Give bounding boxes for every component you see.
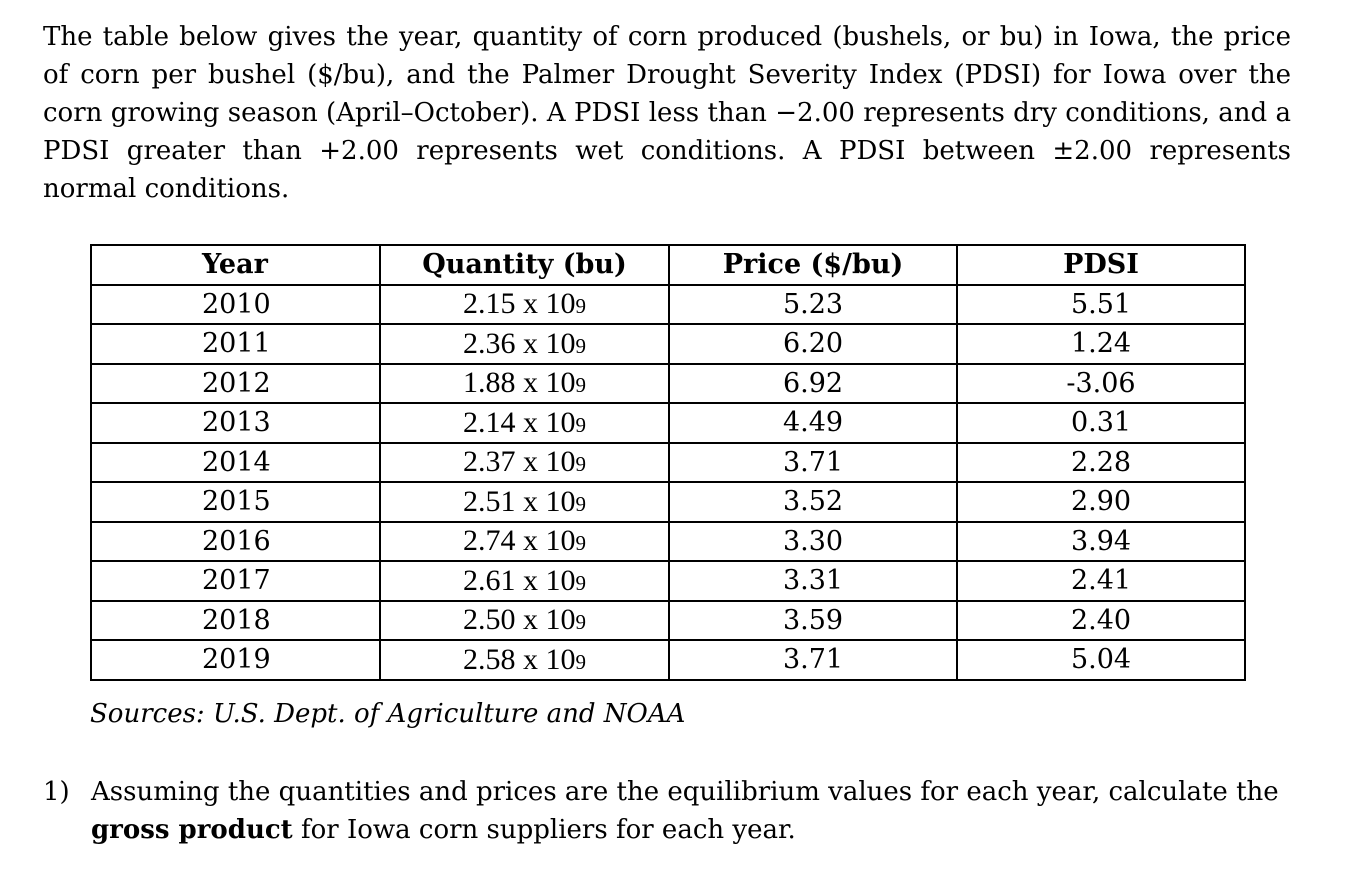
pdsi-cell: 5.04	[956, 639, 1246, 681]
quantity-exponent: 9	[575, 531, 587, 556]
quantity-mantissa: 2.14 x 10	[463, 405, 576, 439]
table-row: 2013 2.14 x 109 4.49 0.31	[90, 402, 1246, 444]
year-cell: 2017	[90, 560, 381, 602]
price-cell: 3.31	[668, 560, 958, 602]
quantity-cell: 2.51 x 109	[379, 481, 670, 523]
year-cell: 2015	[90, 481, 381, 523]
header-quantity: Quantity (bu)	[379, 244, 670, 286]
question-text-after: for Iowa corn suppliers for each year.	[292, 815, 796, 845]
quantity-mantissa: 2.37 x 10	[463, 445, 576, 479]
price-cell: 3.71	[668, 441, 958, 483]
pdsi-cell: 2.90	[956, 481, 1246, 523]
year-cell: 2013	[90, 402, 381, 444]
header-year: Year	[90, 244, 381, 286]
quantity-cell: 2.50 x 109	[379, 599, 670, 641]
year-cell: 2018	[90, 599, 381, 641]
quantity-mantissa: 2.61 x 10	[463, 563, 576, 597]
question-1: 1) Assuming the quantities and prices ar…	[43, 773, 1293, 849]
quantity-mantissa: 2.58 x 10	[463, 642, 576, 676]
question-number: 1)	[43, 777, 70, 807]
pdsi-cell: 3.94	[956, 520, 1246, 562]
quantity-cell: 2.58 x 109	[379, 639, 670, 681]
quantity-exponent: 9	[575, 373, 587, 398]
quantity-exponent: 9	[575, 491, 587, 516]
table-row: 2014 2.37 x 109 3.71 2.28	[90, 441, 1246, 483]
pdsi-cell: 5.51	[956, 283, 1246, 325]
pdsi-cell: 2.41	[956, 560, 1246, 602]
quantity-exponent: 9	[575, 452, 587, 477]
price-cell: 3.52	[668, 481, 958, 523]
question-bold-term: gross product	[91, 815, 293, 845]
sources-note: Sources: U.S. Dept. of Agriculture and N…	[90, 699, 686, 729]
table-row: 2011 2.36 x 109 6.20 1.24	[90, 323, 1246, 365]
table-header-row: Year Quantity (bu) Price ($/bu) PDSI	[90, 244, 1246, 286]
quantity-cell: 2.74 x 109	[379, 520, 670, 562]
year-cell: 2011	[90, 323, 381, 365]
year-cell: 2012	[90, 362, 381, 404]
quantity-cell: 1.88 x 109	[379, 362, 670, 404]
pdsi-cell: 1.24	[956, 323, 1246, 365]
price-cell: 6.20	[668, 323, 958, 365]
year-cell: 2019	[90, 639, 381, 681]
quantity-mantissa: 2.50 x 10	[463, 603, 576, 637]
quantity-mantissa: 2.51 x 10	[463, 484, 576, 518]
pdsi-cell: 2.28	[956, 441, 1246, 483]
header-price: Price ($/bu)	[668, 244, 958, 286]
pdsi-cell: 2.40	[956, 599, 1246, 641]
quantity-mantissa: 1.88 x 10	[463, 366, 576, 400]
quantity-mantissa: 2.74 x 10	[463, 524, 576, 558]
quantity-exponent: 9	[575, 570, 587, 595]
pdsi-cell: 0.31	[956, 402, 1246, 444]
quantity-exponent: 9	[575, 649, 587, 674]
price-cell: 4.49	[668, 402, 958, 444]
price-cell: 5.23	[668, 283, 958, 325]
quantity-cell: 2.15 x 109	[379, 283, 670, 325]
header-pdsi: PDSI	[956, 244, 1246, 286]
intro-paragraph: The table below gives the year, quantity…	[43, 22, 1291, 204]
table-row: 2017 2.61 x 109 3.31 2.41	[90, 560, 1246, 602]
corn-data-table: Year Quantity (bu) Price ($/bu) PDSI 201…	[90, 244, 1246, 681]
quantity-exponent: 9	[575, 294, 587, 319]
price-cell: 3.71	[668, 639, 958, 681]
price-cell: 3.30	[668, 520, 958, 562]
year-cell: 2016	[90, 520, 381, 562]
quantity-mantissa: 2.15 x 10	[463, 287, 576, 321]
table-row: 2018 2.50 x 109 3.59 2.40	[90, 599, 1246, 641]
quantity-cell: 2.61 x 109	[379, 560, 670, 602]
price-cell: 3.59	[668, 599, 958, 641]
quantity-exponent: 9	[575, 333, 587, 358]
quantity-exponent: 9	[575, 412, 587, 437]
pdsi-cell: -3.06	[956, 362, 1246, 404]
table-row: 2010 2.15 x 109 5.23 5.51	[90, 283, 1246, 325]
quantity-cell: 2.14 x 109	[379, 402, 670, 444]
year-cell: 2010	[90, 283, 381, 325]
table-row: 2019 2.58 x 109 3.71 5.04	[90, 639, 1246, 681]
quantity-exponent: 9	[575, 610, 587, 635]
quantity-cell: 2.37 x 109	[379, 441, 670, 483]
table-row: 2012 1.88 x 109 6.92 -3.06	[90, 362, 1246, 404]
quantity-cell: 2.36 x 109	[379, 323, 670, 365]
year-cell: 2014	[90, 441, 381, 483]
quantity-mantissa: 2.36 x 10	[463, 326, 576, 360]
price-cell: 6.92	[668, 362, 958, 404]
question-text: Assuming the quantities and prices are t…	[91, 773, 1293, 849]
question-text-before: Assuming the quantities and prices are t…	[91, 777, 1279, 807]
table-row: 2016 2.74 x 109 3.30 3.94	[90, 520, 1246, 562]
table-row: 2015 2.51 x 109 3.52 2.90	[90, 481, 1246, 523]
